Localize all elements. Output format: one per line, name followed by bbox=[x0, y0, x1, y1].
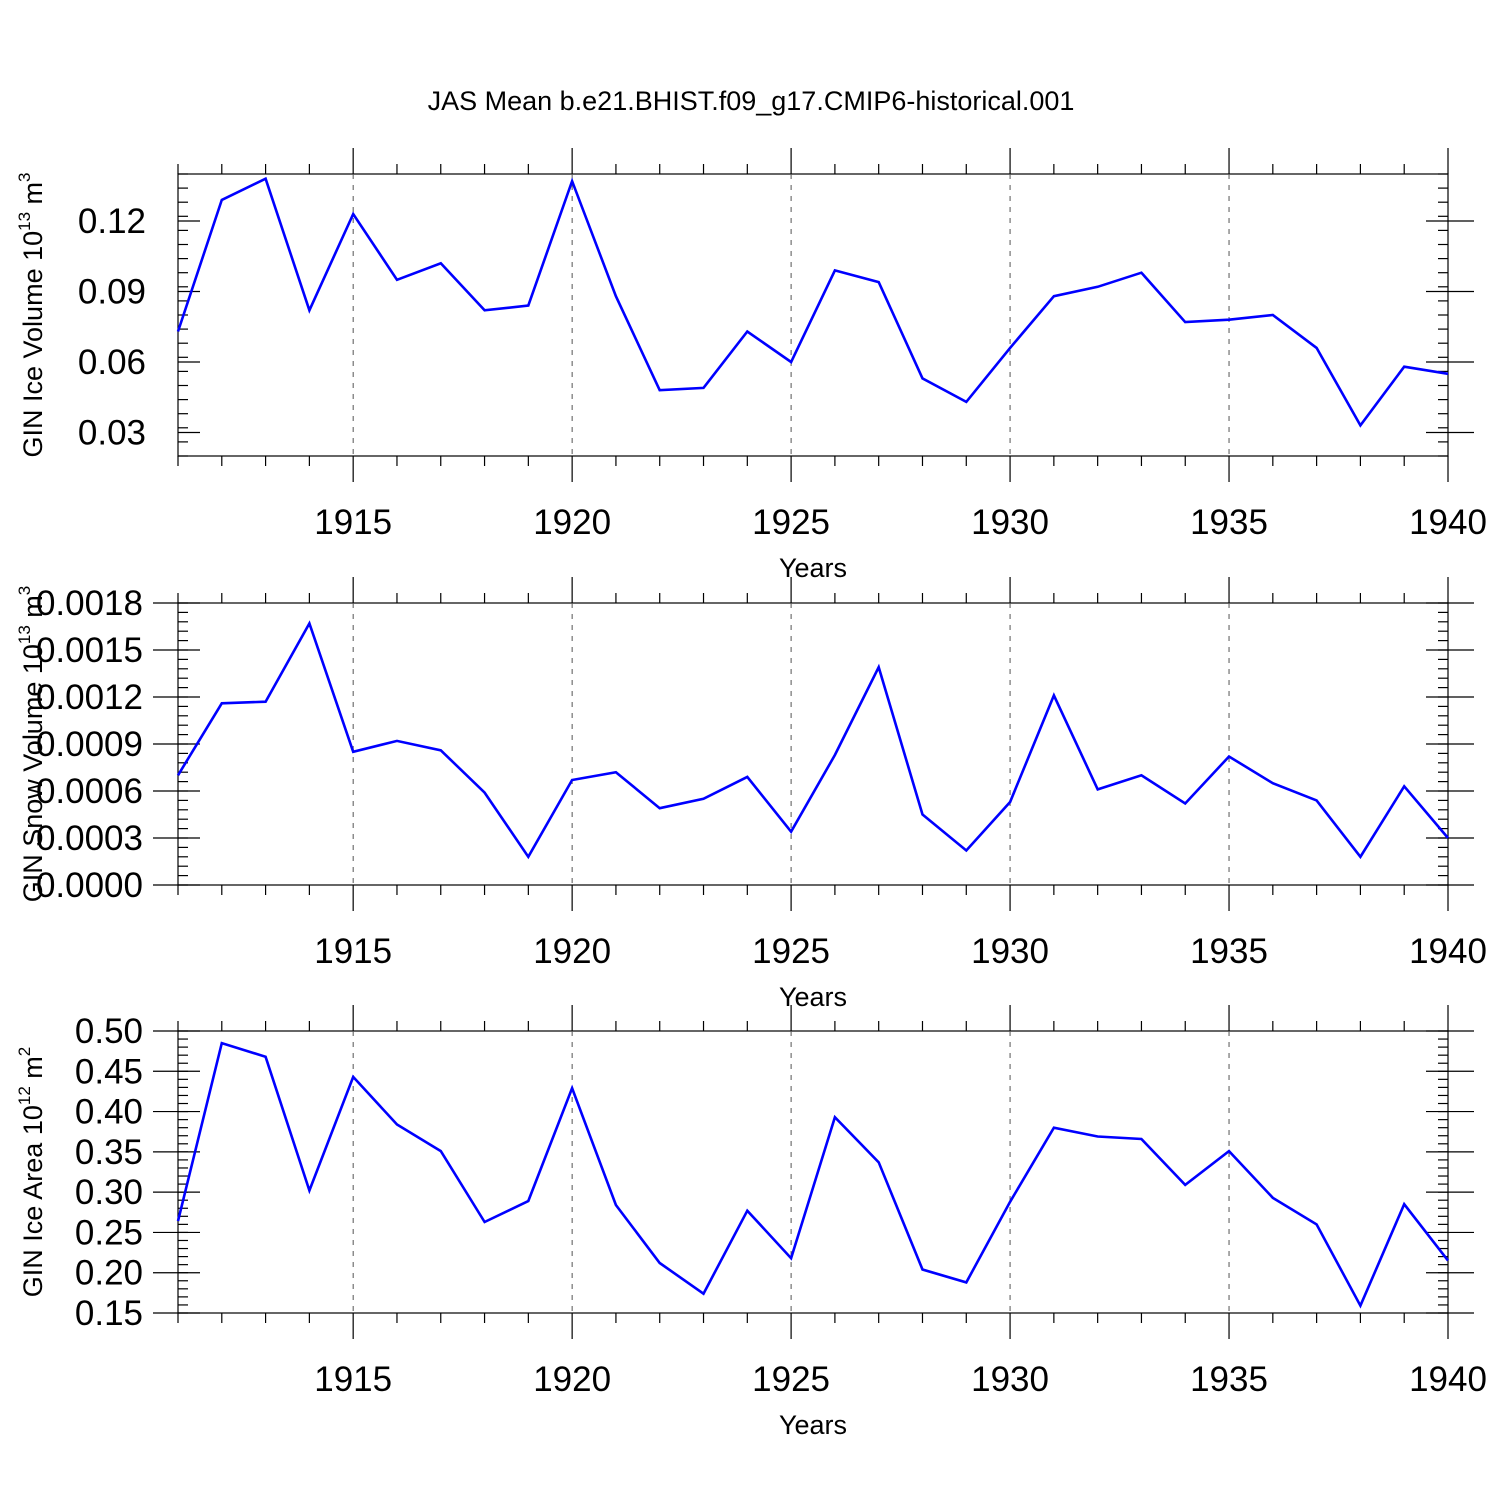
y-axis-label-exponent: 13 bbox=[15, 625, 34, 644]
y-axis-label-text: GIN Snow Volume 10 bbox=[18, 644, 48, 902]
x-tick-label: 1940 bbox=[1409, 503, 1487, 542]
y-tick-label: 0.0018 bbox=[36, 584, 143, 623]
y-axis-label-exponent: 13 bbox=[15, 212, 34, 231]
x-tick-label: 1925 bbox=[752, 1360, 830, 1399]
series-line bbox=[176, 1041, 1450, 1309]
x-tick-label: 1930 bbox=[971, 503, 1049, 542]
series-line bbox=[176, 620, 1449, 860]
x-tick-label: 1925 bbox=[752, 932, 830, 971]
x-tick-label: 1935 bbox=[1190, 503, 1268, 542]
y-axis-label: GIN Ice Area 1012 m2 bbox=[15, 1047, 48, 1298]
y-tick-label: 0.40 bbox=[75, 1093, 143, 1132]
y-tick-label: 0.0003 bbox=[36, 819, 143, 858]
y-axis-label-unit: m bbox=[18, 595, 48, 625]
panel-1: 1915 1920 1925 1930 1935 1940 0.03 0.06 0.09 0.12… bbox=[15, 148, 1487, 583]
y-tick-label: 0.0015 bbox=[36, 631, 143, 670]
panel-2: 1915 1920 1925 1930 1935 1940 0.0000 0.0003 0.00… bbox=[15, 577, 1487, 1012]
x-tick-label: 1925 bbox=[752, 503, 830, 542]
y-axis-label: GIN Snow Volume 1013 m3 bbox=[15, 586, 48, 903]
chart-title: JAS Mean b.e21.BHIST.f09_g17.CMIP6-histo… bbox=[428, 86, 1075, 116]
x-tick-label: 1940 bbox=[1409, 932, 1487, 971]
x-tick-label: 1930 bbox=[971, 932, 1049, 971]
x-tick-label: 1920 bbox=[533, 503, 611, 542]
y-axis-label: GIN Ice Volume 1013 m3 bbox=[15, 172, 48, 457]
y-tick-label: 0.50 bbox=[75, 1012, 143, 1051]
y-tick-label: 0.25 bbox=[75, 1213, 143, 1252]
plot-frame bbox=[177, 1030, 1449, 1314]
y-axis-label-exponent: 12 bbox=[15, 1086, 34, 1105]
y-tick-label: 0.30 bbox=[75, 1173, 143, 1212]
x-tick-label: 1930 bbox=[971, 1360, 1049, 1399]
x-tick-label: 1915 bbox=[314, 1360, 392, 1399]
x-axis-label: Years bbox=[779, 553, 847, 583]
x-tick-label: 1935 bbox=[1190, 1360, 1268, 1399]
x-axis-label: Years bbox=[779, 1410, 847, 1440]
x-tick-label: 1915 bbox=[314, 932, 392, 971]
y-tick-label: 0.45 bbox=[75, 1052, 143, 1091]
series-line bbox=[176, 176, 1449, 428]
panel-3: 1915 1920 1925 1930 1935 1940 0.150.200.250.30… bbox=[15, 1005, 1487, 1440]
y-axis-label-unit: m bbox=[18, 182, 48, 212]
x-tick-label: 1940 bbox=[1409, 1360, 1487, 1399]
y-tick-label: 0.0009 bbox=[36, 725, 143, 764]
y-axis-label-unit-exponent: 2 bbox=[15, 1047, 34, 1056]
y-tick-label: 0.20 bbox=[75, 1254, 143, 1293]
y-tick-label: 0.15 bbox=[75, 1294, 143, 1333]
y-axis-label-unit-exponent: 3 bbox=[15, 586, 34, 595]
x-axis-label: Years bbox=[779, 982, 847, 1012]
y-axis-label-unit: m bbox=[18, 1056, 48, 1086]
y-tick-label: 0.03 bbox=[78, 414, 146, 453]
y-axis-label-unit-exponent: 3 bbox=[15, 172, 34, 181]
y-tick-label: 0.35 bbox=[75, 1133, 143, 1172]
y-tick-label: 0.12 bbox=[78, 202, 146, 241]
x-tick-label: 1915 bbox=[314, 503, 392, 542]
y-axis-label-text: GIN Ice Volume 10 bbox=[18, 231, 48, 458]
y-tick-label: 0.0012 bbox=[36, 678, 143, 717]
y-tick-label: 0.06 bbox=[78, 343, 146, 382]
y-tick-label: 0.0006 bbox=[36, 772, 143, 811]
y-tick-label: 0.0000 bbox=[36, 866, 143, 905]
x-tick-label: 1935 bbox=[1190, 932, 1268, 971]
x-tick-label: 1920 bbox=[533, 1360, 611, 1399]
y-tick-label: 0.09 bbox=[78, 273, 146, 312]
plot-frame bbox=[177, 602, 1449, 886]
y-axis-label-text: GIN Ice Area 10 bbox=[18, 1105, 48, 1297]
x-tick-label: 1920 bbox=[533, 932, 611, 971]
